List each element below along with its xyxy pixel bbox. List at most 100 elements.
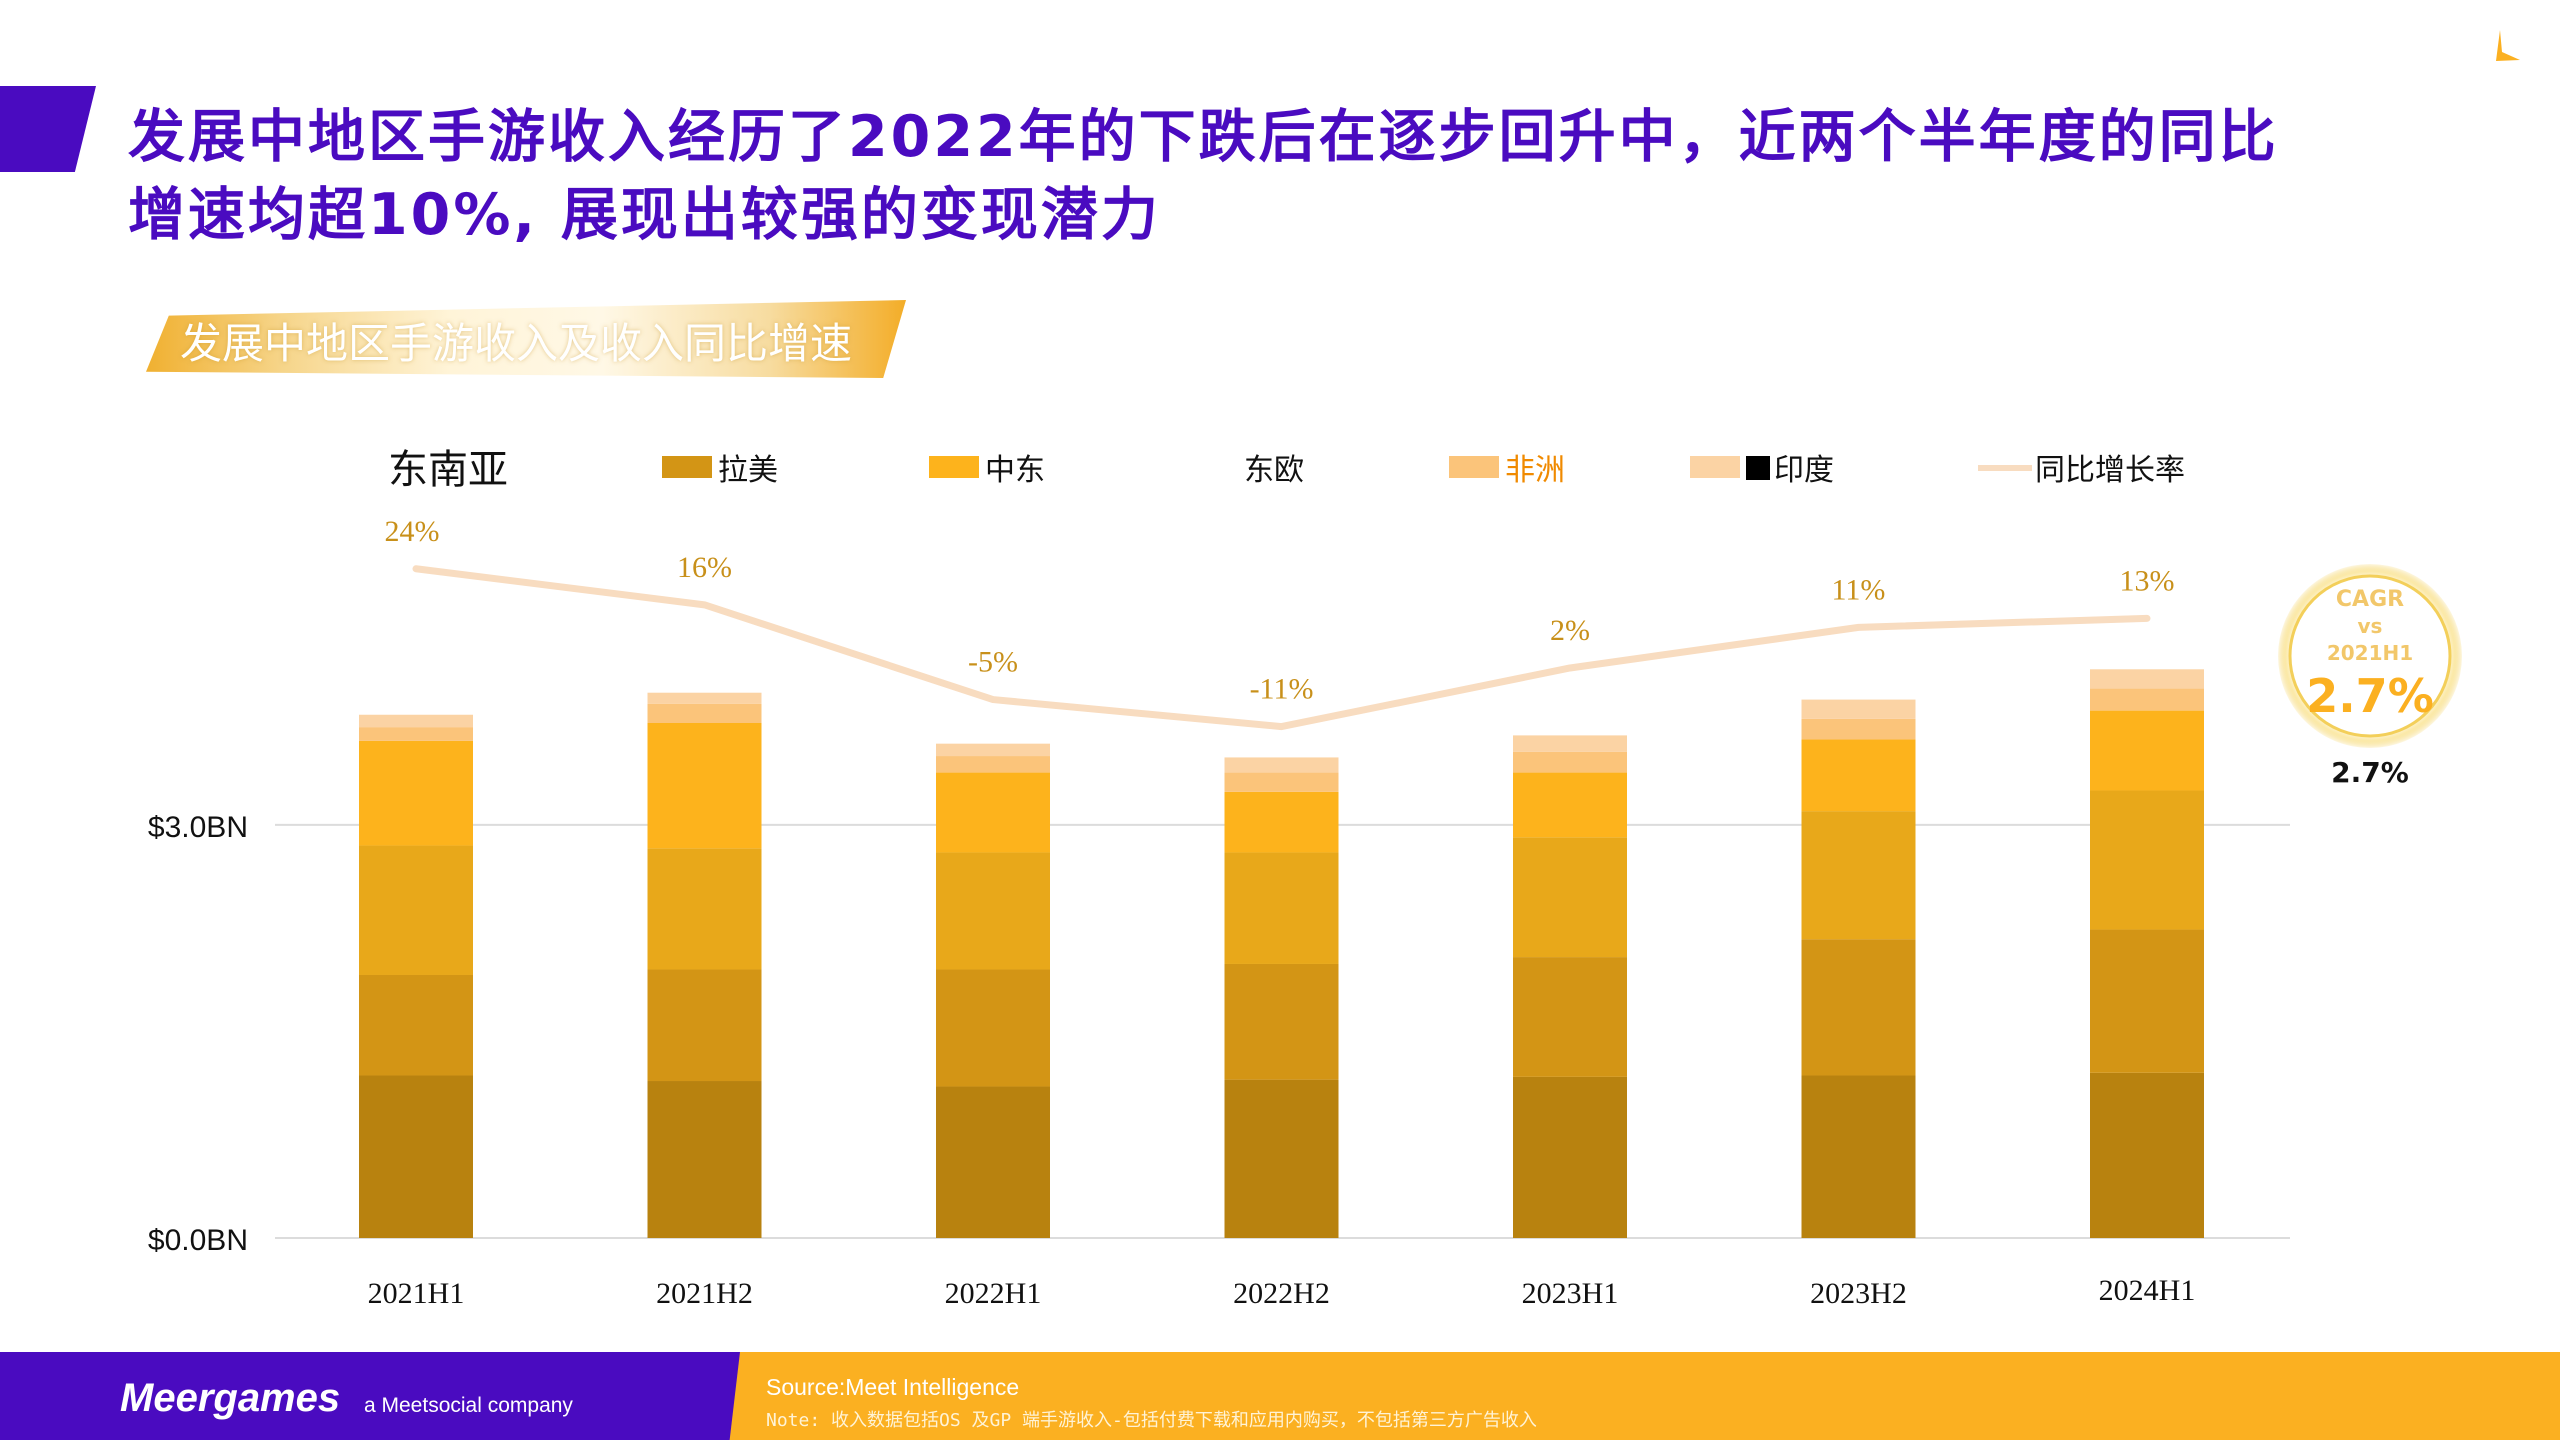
badge-value: 2.7% [2331, 756, 2409, 789]
legend-label: 东欧 [1244, 453, 1304, 488]
bar-stack-2023H2 [1801, 699, 1916, 1238]
data-label: 11% [1832, 573, 1886, 606]
bar-segment [359, 845, 473, 975]
bar-segment [2090, 790, 2204, 930]
bars [359, 669, 2204, 1238]
page-title-line1: 发展中地区手游收入经历了2022年的下跌后在逐步回升中，近两个半年度的同比 [128, 104, 2279, 170]
x-tick-label: 2024H1 [2099, 1274, 2196, 1307]
badge-ring [2288, 574, 2452, 738]
badge-value-large: 2.7% [2306, 669, 2434, 723]
bar-segment [1224, 963, 1339, 1080]
note-text: Note: 收入数据包括OS 及GP 端手游收入-包括付费下载和应用内购买，不包… [766, 1410, 1537, 1431]
footer-brand-panel: Meergames a Meetsocial company [0, 1352, 740, 1440]
bar-stack-2021H2 [647, 692, 762, 1238]
legend-swatch [662, 456, 712, 478]
legend-item: 同比增长率 [1978, 453, 2185, 488]
data-label: 24% [385, 515, 440, 548]
bar-segment [647, 848, 762, 970]
legend-item: 东欧 [1244, 453, 1304, 488]
page-title: 发展中地区手游收入经历了2022年的下跌后在逐步回升中，近两个半年度的同比 增速… [128, 98, 2428, 254]
bar-segment [1224, 1079, 1339, 1238]
bar-segment [359, 974, 473, 1076]
brand-tagline: a Meetsocial company [364, 1394, 573, 1417]
data-label: 16% [677, 551, 732, 584]
bar-segment [647, 1081, 762, 1238]
bar-stack-2022H1 [936, 743, 1050, 1238]
bar-segment [359, 740, 473, 846]
legend-label: 东南亚 [388, 447, 508, 493]
bar-stack-2024H1 [2090, 669, 2204, 1238]
bar-segment [2090, 929, 2204, 1073]
bar-segment [2090, 1072, 2204, 1238]
cagr-badge: CAGR vs 2021H1 2.7% 2.7% [2278, 564, 2462, 789]
bar-segment [1513, 751, 1627, 773]
bar-segment [936, 969, 1050, 1087]
bar-segment [936, 1086, 1050, 1238]
legend: 东南亚 拉美 中东 东欧 非洲 印度 同比增长率 [388, 447, 2185, 493]
corner-logo-icon [2496, 30, 2520, 61]
brand-logo: Meergames [120, 1376, 341, 1420]
growth-line: 24% 16% -5% -11% 2% 11% 13% [385, 515, 2175, 731]
legend-item: 拉美 [662, 453, 778, 488]
legend-item: 非洲 [1449, 453, 1565, 488]
legend-item: 印度 [1690, 453, 1834, 488]
y-tick-label: $3.0BN [148, 811, 248, 844]
legend-label: 印度 [1774, 453, 1834, 488]
bar-segment [1801, 739, 1916, 812]
legend-swatch-black [1746, 456, 1770, 480]
x-tick-label: 2023H1 [1522, 1277, 1619, 1310]
data-label: -5% [968, 646, 1018, 679]
bar-segment [1801, 811, 1916, 940]
legend-label: 非洲 [1505, 453, 1565, 488]
bar-segment [647, 692, 762, 704]
bar-segment [2090, 669, 2204, 689]
legend-swatch [1449, 456, 1499, 478]
y-tick-label: $0.0BN [148, 1224, 248, 1257]
bar-segment [1513, 837, 1627, 958]
bar-stack-2023H1 [1513, 735, 1627, 1238]
x-tick-label: 2021H1 [368, 1277, 465, 1310]
bar-segment [359, 1075, 473, 1238]
bar-segment [2090, 710, 2204, 791]
bar-segment [647, 723, 762, 849]
bar-segment [1801, 1075, 1916, 1238]
data-label: 13% [2120, 564, 2175, 597]
badge-line1: CAGR [2336, 587, 2404, 612]
source-text: Source:Meet Intelligence [766, 1374, 1020, 1400]
bar-segment [359, 727, 473, 741]
bar-segment [1224, 757, 1339, 773]
bar-stack-2021H1 [359, 714, 473, 1238]
legend-label: 拉美 [718, 453, 778, 488]
bar-segment [647, 969, 762, 1082]
bar-segment [1513, 735, 1627, 752]
badge-line2: vs [2358, 614, 2383, 638]
y-axis-ticks: $0.0BN $3.0BN [148, 811, 248, 1257]
bar-segment [359, 714, 473, 728]
bar-segment [1224, 791, 1339, 853]
footer: Meergames a Meetsocial company Source:Me… [0, 1352, 2560, 1440]
x-tick-label: 2022H2 [1233, 1277, 1330, 1310]
data-label: -11% [1250, 673, 1314, 706]
bar-segment [1224, 852, 1339, 964]
bar-segment [1801, 939, 1916, 1076]
bar-stack-2022H2 [1224, 757, 1339, 1238]
bar-segment [936, 743, 1050, 757]
x-tick-label: 2022H1 [945, 1277, 1042, 1310]
bar-segment [2090, 688, 2204, 711]
legend-item: 东南亚 [388, 447, 508, 493]
bar-segment [1513, 957, 1627, 1077]
bar-segment [936, 756, 1050, 773]
legend-swatch [1690, 456, 1740, 478]
bar-segment [936, 772, 1050, 853]
bar-segment [1513, 1076, 1627, 1238]
bar-segment [647, 703, 762, 724]
bar-segment [1801, 718, 1916, 740]
chart-title: 发展中地区手游收入及收入同比增速 [180, 319, 853, 368]
bar-segment [1224, 772, 1339, 792]
legend-item: 中东 [929, 453, 1045, 488]
data-label: 2% [1550, 614, 1590, 647]
x-axis-ticks: 2021H1 2021H2 2022H1 2022H2 2023H1 2023H2 2024… [368, 1274, 2196, 1310]
stacked-bar-chart: 东南亚 拉美 中东 东欧 非洲 印度 同比增长率 $0.0BN $3.0BN 24% 16% -5… [148, 447, 2462, 1310]
bar-segment [936, 852, 1050, 970]
x-tick-label: 2023H2 [1810, 1277, 1907, 1310]
